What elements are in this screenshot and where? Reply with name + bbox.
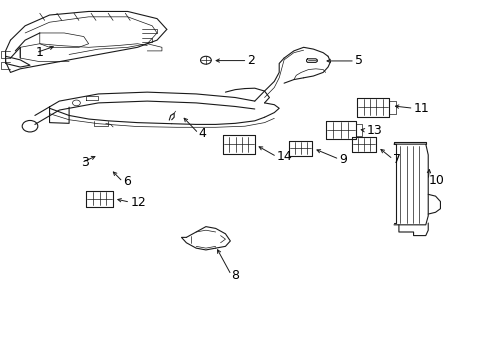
Text: 9: 9 bbox=[339, 153, 347, 166]
Text: 10: 10 bbox=[428, 174, 444, 186]
Text: 4: 4 bbox=[198, 127, 206, 140]
Text: 6: 6 bbox=[123, 175, 131, 188]
Text: 13: 13 bbox=[366, 124, 382, 137]
Text: 2: 2 bbox=[247, 54, 255, 67]
Text: 3: 3 bbox=[81, 156, 89, 169]
Text: 14: 14 bbox=[277, 150, 293, 163]
Text: 5: 5 bbox=[355, 54, 363, 67]
Text: 7: 7 bbox=[393, 153, 401, 166]
Text: 1: 1 bbox=[36, 46, 44, 59]
Text: 8: 8 bbox=[231, 269, 239, 282]
Text: 11: 11 bbox=[414, 102, 429, 115]
Text: 12: 12 bbox=[130, 196, 146, 209]
